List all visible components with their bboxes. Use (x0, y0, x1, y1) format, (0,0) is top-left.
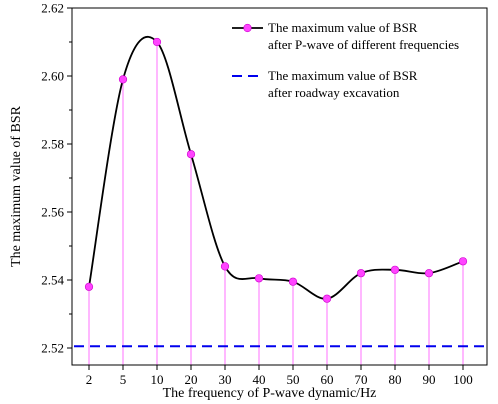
data-markers (84, 37, 468, 303)
x-tick-label: 100 (453, 372, 473, 387)
x-tick-label: 90 (423, 372, 436, 387)
stem-lines (88, 42, 464, 365)
legend-curve-label-line1: The maximum value of BSR (268, 20, 418, 35)
legend-baseline-label-line2: after roadway excavation (268, 85, 400, 100)
y-tick-label: 2.60 (41, 69, 64, 84)
x-tick-label: 80 (389, 372, 402, 387)
y-tick-label: 2.54 (41, 273, 64, 288)
y-tick-label: 2.62 (41, 1, 64, 16)
legend-curve-swatch-marker (243, 23, 252, 33)
y-tick-label: 2.58 (41, 137, 64, 152)
x-tick-label: 5 (120, 372, 127, 387)
data-point (288, 277, 298, 286)
legend-baseline-label-line1: The maximum value of BSR (268, 68, 418, 83)
data-point (84, 282, 94, 291)
legend: The maximum value of BSR after P-wave of… (232, 20, 459, 100)
plot-frame (71, 7, 488, 366)
data-point (322, 294, 332, 303)
x-tick-label: 20 (185, 372, 198, 387)
data-point (118, 75, 128, 84)
y-axis-label: The maximum value of BSR (9, 105, 24, 267)
legend-curve-label-line2: after P-wave of different frequencies (268, 37, 459, 52)
y-tick-label: 2.52 (41, 341, 64, 356)
x-tick-label: 2 (86, 372, 93, 387)
x-tick-label: 60 (321, 372, 334, 387)
x-axis-label: The frequency of P-wave dynamic/Hz (163, 386, 377, 401)
x-axis-ticks: 2 5 10 20 30 40 50 60 70 80 90 100 (86, 365, 473, 387)
data-point (152, 37, 162, 47)
y-tick-label: 2.56 (41, 205, 64, 220)
data-point (390, 265, 400, 274)
data-point (186, 150, 196, 159)
x-tick-label: 70 (355, 372, 368, 387)
data-point (356, 269, 366, 278)
data-point (254, 274, 264, 283)
x-tick-label: 10 (151, 372, 164, 387)
y-axis-ticks: 2.52 2.54 2.56 2.58 2.60 2.62 (41, 1, 72, 356)
x-tick-label: 50 (287, 372, 300, 387)
data-point (458, 257, 468, 266)
data-point (220, 262, 230, 271)
data-point (424, 269, 434, 278)
x-tick-label: 40 (253, 372, 266, 387)
x-tick-label: 30 (219, 372, 232, 387)
